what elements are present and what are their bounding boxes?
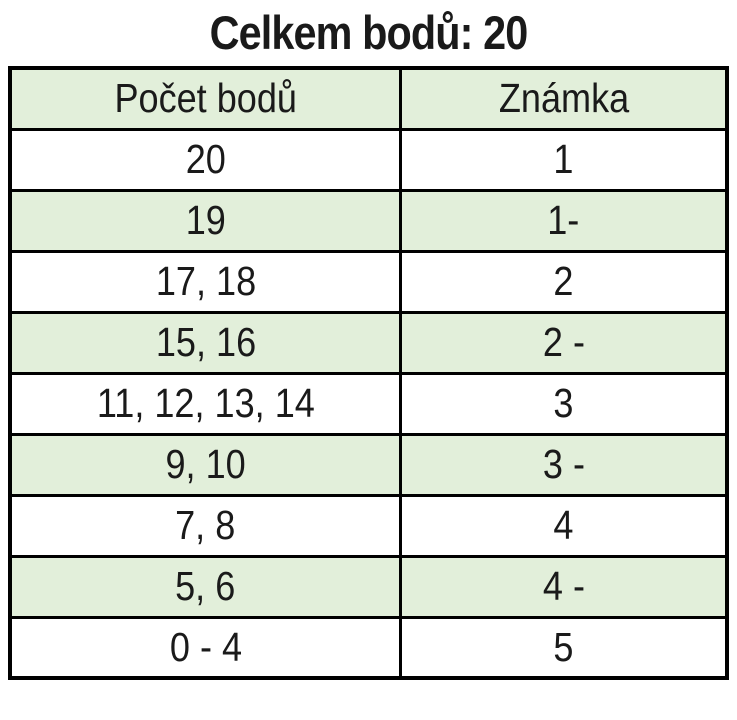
points-cell-text: 20 [185,136,226,183]
points-cell: 9, 10 [8,432,403,497]
table-body: 20 1 19 1- 17, 18 2 15, 16 2 - 11, 12, 13, 14 3 9,… [8,127,729,680]
grading-table: Počet bodů Známka 20 1 19 1- 17, 18 2 15, 16 2 … [8,66,729,681]
points-cell: 15, 16 [8,310,403,375]
grade-cell: 4 - [399,554,729,619]
points-cell: 17, 18 [8,249,403,314]
page-title: Celkem bodů: 20 [0,6,737,60]
points-cell: 7, 8 [8,493,403,558]
grade-cell-text: 4 - [542,563,585,610]
table-row: 7, 8 4 [8,493,729,558]
table-row: 17, 18 2 [8,249,729,314]
grade-cell-text: 3 [553,380,574,427]
grade-cell: 2 - [399,310,729,375]
page-title-text: Celkem bodů: 20 [209,6,529,59]
points-cell: 0 - 4 [8,615,403,680]
points-cell: 19 [8,188,403,253]
column-header-points-text: Počet bodů [114,75,297,122]
points-cell-text: 7, 8 [175,502,236,549]
table-row: 19 1- [8,188,729,253]
points-cell: 11, 12, 13, 14 [8,371,403,436]
table-row: 11, 12, 13, 14 3 [8,371,729,436]
grade-cell: 5 [399,615,729,680]
grade-cell: 3 [399,371,729,436]
points-cell-text: 5, 6 [175,563,236,610]
table-row: 0 - 4 5 [8,615,729,680]
points-cell-text: 0 - 4 [169,623,242,670]
points-cell: 20 [8,127,403,192]
column-header-points: Počet bodů [8,66,403,131]
points-cell-text: 17, 18 [155,258,256,305]
column-header-grade-text: Známka [498,75,629,122]
grade-cell-text: 1 [553,136,574,183]
table-row: 15, 16 2 - [8,310,729,375]
grade-cell-text: 2 [553,258,574,305]
grade-cell: 1 [399,127,729,192]
table-row: 9, 10 3 - [8,432,729,497]
grade-cell: 2 [399,249,729,314]
grade-cell-text: 1- [547,197,580,244]
column-header-grade: Známka [399,66,729,131]
grade-cell: 4 [399,493,729,558]
grade-cell: 3 - [399,432,729,497]
grade-cell-text: 5 [553,623,574,670]
table-row: 20 1 [8,127,729,192]
grade-cell-text: 3 - [542,441,585,488]
grade-cell: 1- [399,188,729,253]
points-cell-text: 15, 16 [155,319,256,366]
table-row: 5, 6 4 - [8,554,729,619]
table-header-row: Počet bodů Známka [8,66,729,131]
points-cell: 5, 6 [8,554,403,619]
points-cell-text: 9, 10 [165,441,246,488]
grade-cell-text: 4 [553,502,574,549]
page: Celkem bodů: 20 Počet bodů Známka 20 1 19 1… [0,6,737,720]
points-cell-text: 19 [185,197,226,244]
points-cell-text: 11, 12, 13, 14 [96,380,315,427]
grade-cell-text: 2 - [542,319,585,366]
